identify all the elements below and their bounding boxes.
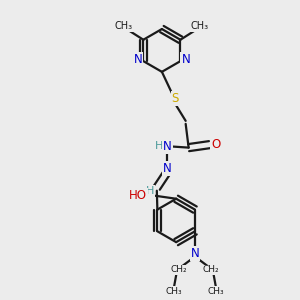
Text: CH₃: CH₃	[115, 21, 133, 31]
Text: CH₃: CH₃	[207, 287, 224, 296]
Text: N: N	[190, 247, 199, 260]
Text: H: H	[146, 186, 154, 196]
Text: N: N	[163, 162, 172, 175]
Text: S: S	[172, 92, 179, 105]
Text: O: O	[212, 138, 220, 151]
Text: CH₃: CH₃	[166, 287, 182, 296]
Text: H: H	[155, 141, 163, 151]
Text: CH₂: CH₂	[203, 266, 220, 274]
Text: CH₂: CH₂	[170, 266, 187, 274]
Text: CH₃: CH₃	[191, 21, 209, 31]
Text: N: N	[182, 53, 190, 66]
Text: N: N	[134, 53, 142, 66]
Text: HO: HO	[129, 189, 147, 202]
Text: N: N	[163, 140, 172, 153]
